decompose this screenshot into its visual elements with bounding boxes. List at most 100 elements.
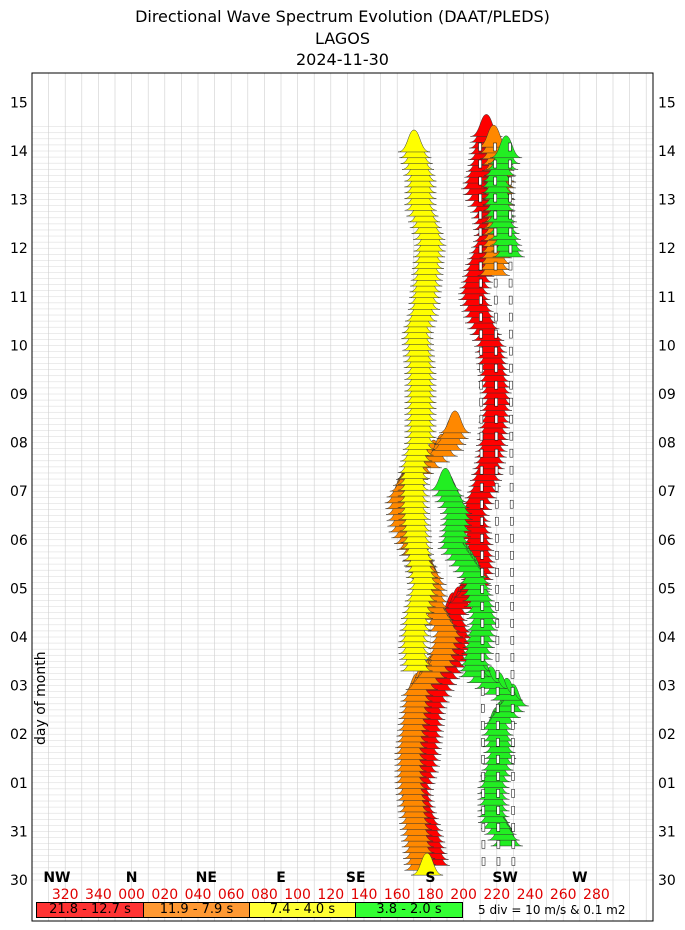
wind-marker xyxy=(494,414,499,424)
wind-marker xyxy=(508,261,513,271)
wind-marker xyxy=(478,176,482,186)
wind-marker xyxy=(481,755,485,764)
wind-marker xyxy=(495,704,500,713)
wind-marker xyxy=(508,210,513,220)
wind-marker xyxy=(479,482,484,492)
legend-item-mid-period: 11.9 - 7.9 s xyxy=(143,902,250,918)
y-tick-label: 02 xyxy=(658,727,676,743)
wind-marker xyxy=(496,823,501,832)
degree-tick-label: 080 xyxy=(251,887,278,903)
y-tick-label: 10 xyxy=(10,338,28,354)
series-3 xyxy=(429,135,529,847)
spectrum-glyph xyxy=(429,467,462,491)
wind-marker xyxy=(495,568,499,577)
wind-marker xyxy=(479,414,484,424)
y-tick-label: 30 xyxy=(10,873,28,889)
y-tick-label: 30 xyxy=(658,873,676,889)
wind-marker xyxy=(479,295,483,305)
wind-marker xyxy=(479,363,483,373)
series-1 xyxy=(384,124,517,871)
wind-marker xyxy=(508,142,512,152)
wind-marker xyxy=(480,602,485,611)
wind-marker xyxy=(480,568,484,577)
y-tick-label: 02 xyxy=(10,727,28,743)
wind-marker xyxy=(493,210,498,220)
wind-marker xyxy=(479,380,483,390)
degree-tick-label: 280 xyxy=(583,887,610,903)
degree-tick-label: 140 xyxy=(351,887,378,903)
chart-date: 2024-11-30 xyxy=(296,50,389,69)
y-tick-label: 08 xyxy=(658,436,676,452)
degree-labels: 320 340 000 020 040 060 080 100 120 140 160 180 200 2… xyxy=(52,887,610,903)
wind-marker xyxy=(481,738,485,747)
compass-label: W xyxy=(572,870,587,886)
wind-marker xyxy=(510,585,514,594)
y-tick-label: 08 xyxy=(10,436,28,452)
wind-marker xyxy=(478,193,483,203)
y-tick-label: 13 xyxy=(658,193,676,209)
wind-marker xyxy=(495,516,499,526)
wind-marker xyxy=(480,687,485,696)
wind-marker xyxy=(494,346,498,356)
wind-marker xyxy=(480,533,484,543)
wind-marker xyxy=(509,482,514,492)
wind-marker xyxy=(494,397,498,407)
wind-marker xyxy=(481,721,485,730)
degree-tick-label: 100 xyxy=(284,887,311,903)
compass-label: S xyxy=(425,870,435,886)
wind-marker xyxy=(508,278,513,288)
wind-marker xyxy=(480,585,484,594)
y-tick-label: 03 xyxy=(10,679,28,695)
degree-tick-label: 120 xyxy=(317,887,344,903)
wind-marker xyxy=(493,261,498,271)
data-layer xyxy=(384,114,529,876)
spectrum-glyph xyxy=(397,129,431,153)
wind-marker xyxy=(496,857,501,866)
degree-tick-label: 040 xyxy=(185,887,212,903)
wind-marker xyxy=(510,687,515,696)
wind-marker xyxy=(480,636,485,645)
wind-marker xyxy=(496,721,500,730)
wind-marker xyxy=(478,142,482,152)
wind-marker xyxy=(493,193,497,203)
y-tick-label: 11 xyxy=(658,290,676,306)
legend-label: 21.8 - 12.7 s xyxy=(49,902,131,917)
spectrum-glyph xyxy=(438,410,472,434)
degree-tick-label: 320 xyxy=(52,887,79,903)
y-tick-label: 06 xyxy=(10,533,28,549)
wind-marker xyxy=(480,653,485,662)
grid xyxy=(31,73,653,921)
wind-marker xyxy=(480,670,485,679)
chart-title: Directional Wave Spectrum Evolution (DAA… xyxy=(135,7,550,26)
wind-marker xyxy=(495,533,499,543)
y-tick-label: 13 xyxy=(10,193,28,209)
wind-marker xyxy=(493,278,498,288)
legend-item-very-short-period: 3.8 - 2.0 s xyxy=(355,902,463,918)
wind-marker xyxy=(510,721,515,730)
wind-marker xyxy=(494,431,499,441)
wind-marker xyxy=(493,244,498,254)
wind-marker xyxy=(479,329,483,339)
wind-marker xyxy=(510,670,515,679)
degree-tick-label: 260 xyxy=(550,887,577,903)
y-tick-label: 06 xyxy=(658,533,676,549)
degree-tick-label: 000 xyxy=(118,887,145,903)
legend-label: 3.8 - 2.0 s xyxy=(376,902,442,917)
y-ticks-right: 30 31 01 02 03 04 05 06 07 08 09 10 11 12 13 14 15 xyxy=(658,95,676,889)
wind-marker xyxy=(494,312,498,322)
wind-marker xyxy=(479,346,483,356)
wind-marker xyxy=(495,670,500,679)
wind-marker xyxy=(509,346,513,356)
y-tick-label: 10 xyxy=(658,338,676,354)
wind-marker xyxy=(480,516,484,526)
legend-item-short-period: 7.4 - 4.0 s xyxy=(249,902,356,918)
wind-marker xyxy=(509,329,513,339)
wind-marker xyxy=(509,312,513,322)
wind-marker xyxy=(493,142,497,152)
wind-marker xyxy=(478,261,483,271)
y-tick-label: 31 xyxy=(10,824,28,840)
y-ticks-left: 30 31 01 02 03 04 05 06 07 08 09 10 11 12 13 14 15 xyxy=(10,95,28,889)
wind-marker xyxy=(511,823,515,832)
y-tick-label: 03 xyxy=(658,679,676,695)
wind-marker xyxy=(511,738,515,747)
